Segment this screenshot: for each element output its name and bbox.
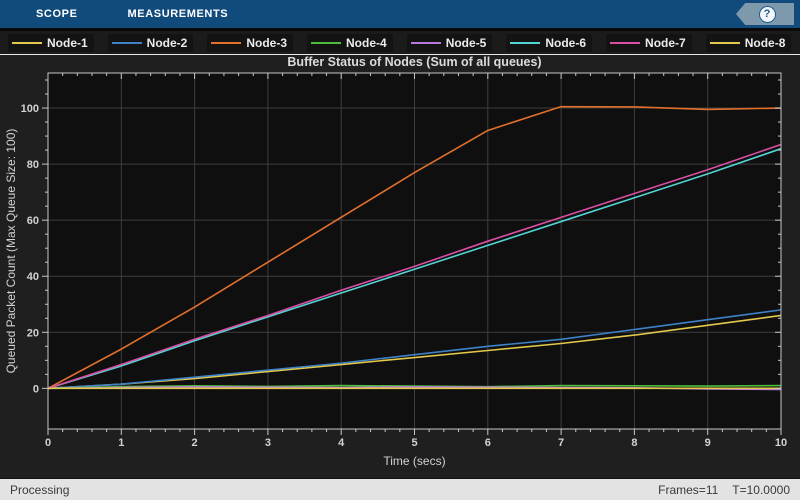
legend-swatch [111, 41, 142, 44]
svg-text:100: 100 [21, 103, 39, 115]
legend-item-label: Node-7 [645, 35, 686, 50]
svg-text:3: 3 [265, 437, 271, 449]
svg-text:60: 60 [27, 215, 39, 227]
legend-item-node-6[interactable]: Node-6 [506, 33, 593, 52]
legend-item-node-5[interactable]: Node-5 [406, 33, 493, 52]
legend-item-label: Node-4 [346, 35, 387, 50]
legend-item-label: Node-8 [744, 35, 786, 50]
svg-text:0: 0 [45, 437, 51, 449]
svg-text:40: 40 [27, 271, 39, 283]
svg-text:80: 80 [27, 159, 39, 171]
legend-item-node-8[interactable]: Node-8 [705, 33, 792, 52]
svg-text:4: 4 [338, 437, 345, 449]
chart-title: Buffer Status of Nodes (Sum of all queue… [287, 55, 541, 69]
x-axis-label: Time (secs) [383, 454, 445, 468]
toolbar-separator [0, 28, 800, 31]
status-text: Processing [10, 482, 70, 497]
legend-swatch [211, 41, 242, 44]
toolstrip: SCOPE MEASUREMENTS ? [0, 0, 800, 28]
legend-item-node-7[interactable]: Node-7 [606, 33, 692, 52]
sim-time: T=10.0000 [732, 482, 790, 497]
legend-item-node-1[interactable]: Node-1 [8, 33, 94, 52]
svg-text:5: 5 [411, 437, 417, 449]
tab-scope[interactable]: SCOPE [36, 8, 78, 20]
legend-item-node-2[interactable]: Node-2 [107, 33, 194, 52]
svg-text:6: 6 [485, 437, 491, 449]
svg-text:8: 8 [631, 437, 637, 449]
tab-measurements[interactable]: MEASUREMENTS [127, 8, 229, 20]
status-bar: Processing Frames=11 T=10.0000 [0, 478, 800, 500]
legend-swatch [311, 41, 342, 44]
legend-item-label: Node-6 [545, 35, 587, 50]
help-button[interactable]: ? [736, 3, 794, 25]
svg-text:10: 10 [775, 437, 787, 449]
svg-text:2: 2 [192, 437, 198, 449]
legend-item-label: Node-1 [47, 35, 88, 50]
frames-count: Frames=11 [658, 482, 719, 497]
legend-swatch [610, 41, 641, 44]
series-line-node-4 [47, 384, 782, 390]
legend-item-label: Node-5 [445, 35, 487, 50]
svg-text:0: 0 [33, 383, 39, 395]
svg-text:7: 7 [558, 437, 564, 449]
series-line-node-6 [47, 147, 782, 390]
series-line-node-7 [47, 143, 782, 390]
svg-text:9: 9 [705, 437, 711, 449]
series-line-node-2 [47, 309, 782, 390]
series-line-node-3 [47, 105, 782, 390]
legend-item-node-3[interactable]: Node-3 [207, 33, 294, 52]
y-axis-label: Queued Packet Count (Max Queue Size: 100… [4, 129, 18, 374]
legend-item-label: Node-3 [246, 35, 288, 50]
legend-bar: Node-1 Node-2 Node-3 Node-4 Node-5 Node-6 Node… [0, 31, 800, 55]
series-line-node-1 [47, 314, 782, 390]
legend-swatch [12, 41, 42, 44]
legend-swatch [510, 41, 541, 44]
legend-item-label: Node-2 [146, 35, 188, 50]
help-icon: ? [758, 5, 776, 23]
legend-swatch [410, 41, 441, 44]
legend-item-node-4[interactable]: Node-4 [307, 33, 393, 52]
svg-text:1: 1 [118, 437, 124, 449]
chart-region: 0 1 2 3 4 5 6 7 8 9 10 0 20 40 60 80 100 Buffer Status of… [0, 55, 800, 478]
svg-text:20: 20 [27, 327, 39, 339]
legend-swatch [709, 41, 740, 44]
